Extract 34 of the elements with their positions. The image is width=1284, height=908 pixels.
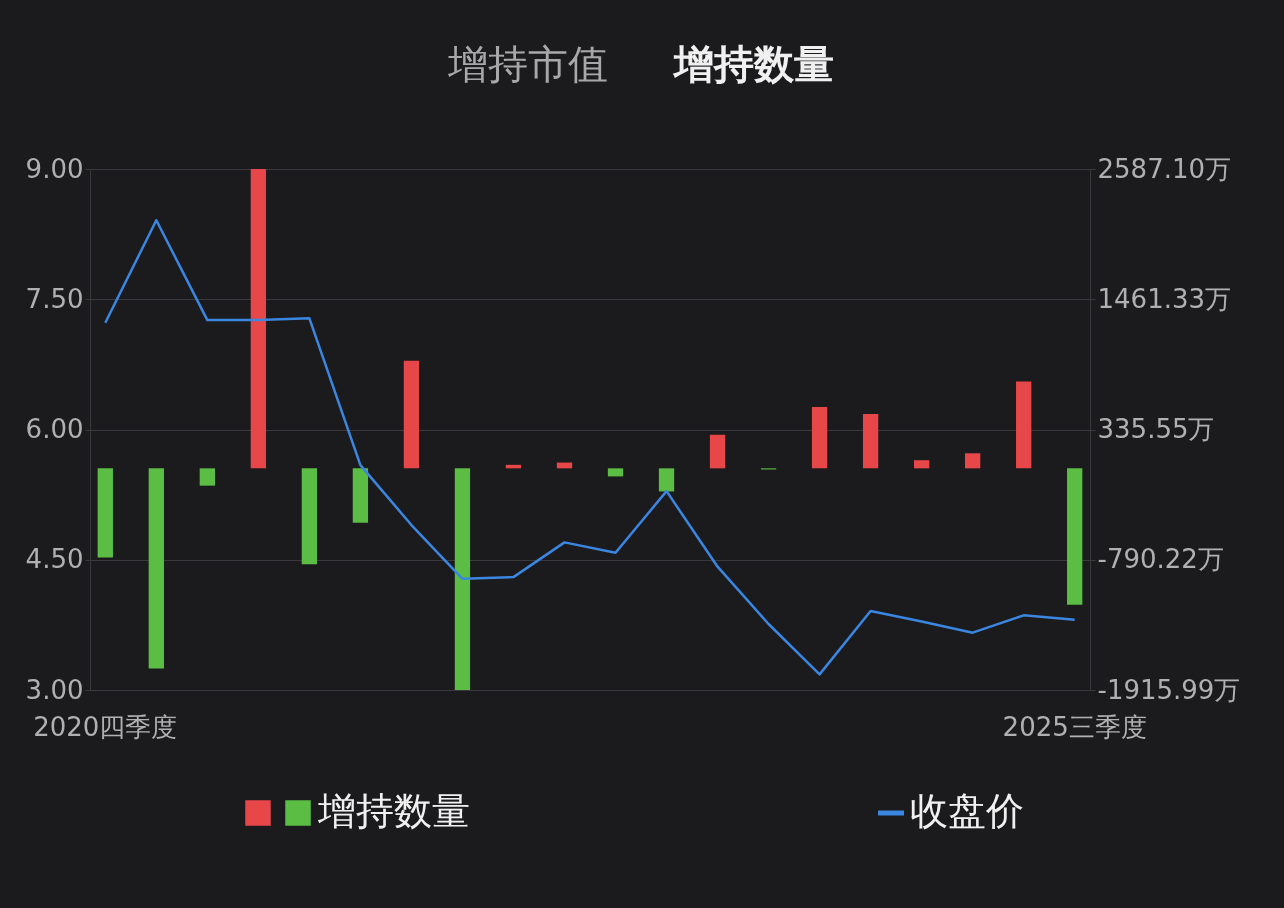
y-tick-label: 3.00	[25, 674, 84, 705]
bar	[913, 460, 930, 469]
bar	[1016, 381, 1032, 469]
y-tick-label: 6.00	[25, 414, 84, 444]
y2-tick-label: -790.22万	[1097, 544, 1224, 575]
bar	[862, 413, 879, 469]
x-tick-label: 2020四季度	[33, 711, 178, 742]
bar	[454, 468, 471, 690]
bar	[97, 468, 113, 558]
bar	[199, 468, 215, 486]
y-tick-label: 9.00	[25, 153, 84, 184]
bar	[403, 360, 420, 469]
bar	[1067, 468, 1083, 605]
bar	[709, 434, 726, 469]
legend-label: 收盘价	[910, 789, 1024, 833]
bar	[250, 169, 267, 469]
y2-tick-label: 1461.33万	[1097, 283, 1232, 314]
x-tick-label: 2025三季度	[1002, 711, 1147, 742]
bar	[811, 407, 828, 469]
y2-tick-label: 2587.10万	[1097, 153, 1232, 184]
legend-label: 增持数量	[317, 789, 470, 833]
y-tick-label: 7.50	[25, 283, 84, 314]
text: 增持市值	[447, 41, 608, 87]
line-series	[104, 218, 1076, 676]
bar	[301, 468, 318, 565]
bar	[965, 453, 981, 469]
bar	[352, 468, 369, 523]
bar	[658, 468, 675, 492]
y-tick-label: 4.50	[25, 544, 84, 575]
bar	[148, 468, 164, 669]
text: 增持数量	[672, 41, 834, 87]
y2-tick-label: -1915.99万	[1097, 674, 1241, 705]
bar	[607, 468, 624, 477]
y2-tick-label: 335.55万	[1097, 414, 1215, 444]
